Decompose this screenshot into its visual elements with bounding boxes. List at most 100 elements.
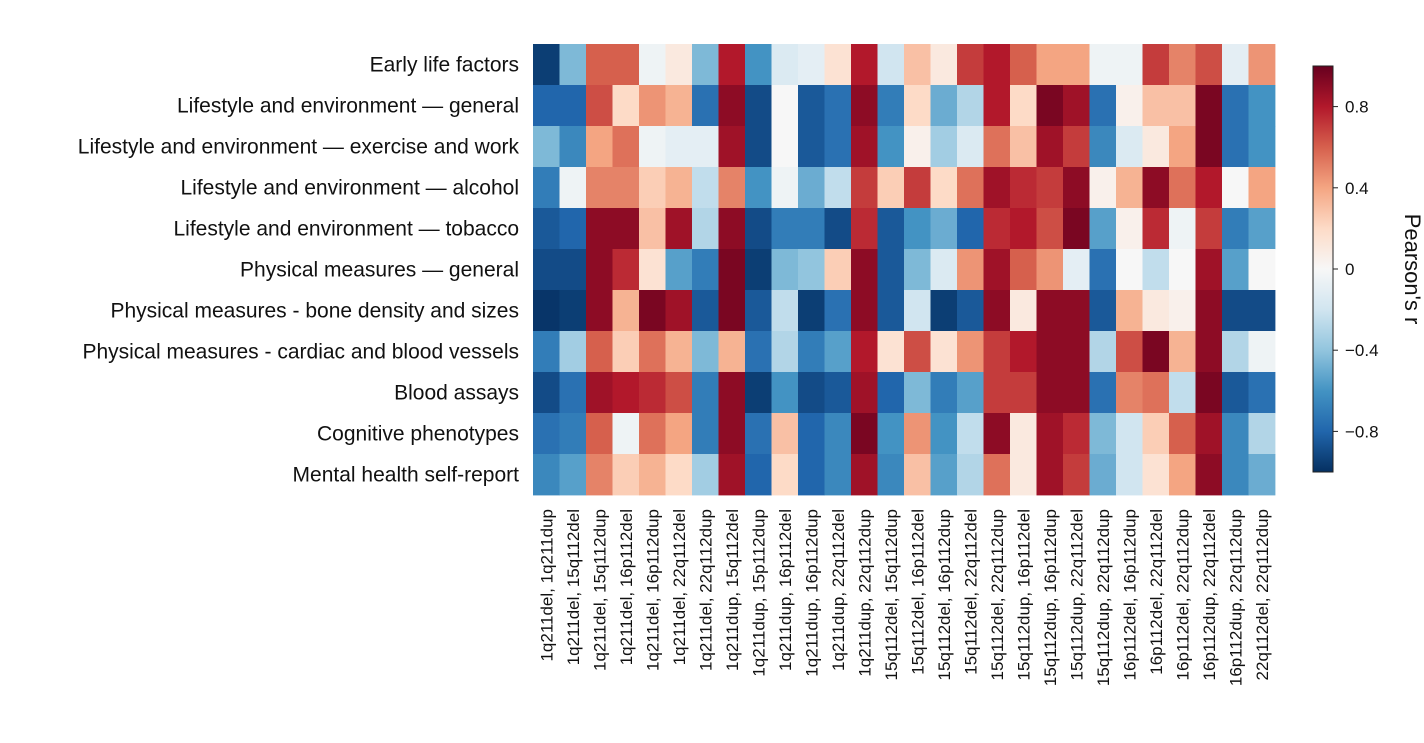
- heatmap-cell: [824, 454, 852, 496]
- heatmap-cell: [904, 331, 931, 373]
- heatmap-cell: [692, 249, 719, 291]
- heatmap-cell: [745, 372, 772, 414]
- heatmap-cell: [877, 126, 905, 168]
- heatmap-cell: [1036, 208, 1064, 250]
- heatmap-cell: [824, 126, 852, 168]
- heatmap-cell: [798, 372, 825, 414]
- heatmap-cell: [798, 454, 825, 496]
- heatmap-cell: [586, 167, 613, 209]
- heatmap-cell: [1089, 85, 1117, 127]
- heatmap-cell: [877, 167, 905, 209]
- heatmap-cell: [559, 413, 587, 455]
- heatmap-cell: [1010, 331, 1037, 373]
- heatmap-cell: [771, 44, 799, 86]
- heatmap-cell: [771, 126, 799, 168]
- heatmap-cell: [771, 85, 799, 127]
- heatmap-cell: [904, 167, 931, 209]
- heatmap-cell: [983, 413, 1011, 455]
- heatmap-cell: [586, 290, 613, 332]
- heatmap-cell: [771, 331, 799, 373]
- column-label: 15q112del, 16p112del: [908, 509, 927, 675]
- heatmap-cell: [983, 126, 1011, 168]
- heatmap-cell: [1036, 413, 1064, 455]
- row-label: Early life factors: [370, 54, 519, 77]
- heatmap-cell: [1248, 167, 1276, 209]
- heatmap-cell: [1010, 44, 1037, 86]
- heatmap-cell: [851, 331, 878, 373]
- heatmap-cell: [851, 290, 878, 332]
- heatmap-cell: [877, 331, 905, 373]
- row-label: Mental health self-report: [293, 464, 520, 487]
- column-label: 15q112dup, 22q112del: [1067, 509, 1086, 680]
- heatmap-cell: [1036, 85, 1064, 127]
- heatmap-cell: [665, 167, 693, 209]
- heatmap-cell: [745, 85, 772, 127]
- heatmap-cell: [533, 290, 560, 332]
- column-label: 15q112del, 22q112dup: [988, 509, 1007, 680]
- heatmap-cell: [745, 126, 772, 168]
- column-label: 1q211del, 15q112dup: [590, 509, 609, 671]
- heatmap-cell: [665, 454, 693, 496]
- heatmap-cell: [718, 167, 746, 209]
- heatmap-cell: [904, 126, 931, 168]
- column-label: 16p112del, 16p112dup: [1120, 509, 1139, 680]
- heatmap-cell: [1169, 331, 1196, 373]
- heatmap-cell: [1010, 372, 1037, 414]
- heatmap-cell: [983, 454, 1011, 496]
- heatmap-cell: [1222, 85, 1249, 127]
- heatmap-cell: [771, 290, 799, 332]
- heatmap-cell: [1169, 372, 1196, 414]
- heatmap-cell: [983, 331, 1011, 373]
- heatmap-cell: [1222, 454, 1249, 496]
- heatmap-cell: [665, 126, 693, 168]
- heatmap-cell: [692, 85, 719, 127]
- heatmap-cell: [586, 126, 613, 168]
- heatmap-cell: [1169, 249, 1196, 291]
- heatmap-cell: [533, 454, 560, 496]
- column-label: 1q211del, 16p112dup: [643, 509, 662, 671]
- heatmap-cell: [798, 331, 825, 373]
- heatmap-cell: [612, 85, 640, 127]
- heatmap-cell: [1010, 126, 1037, 168]
- heatmap-cell: [930, 85, 958, 127]
- heatmap-cell: [612, 208, 640, 250]
- heatmap-cell: [824, 413, 852, 455]
- heatmap-cell: [533, 208, 560, 250]
- heatmap-cell: [1142, 331, 1170, 373]
- heatmap-cell: [983, 167, 1011, 209]
- heatmap-cell: [1248, 454, 1276, 496]
- heatmap-cell: [1195, 331, 1223, 373]
- heatmap-cell: [1248, 126, 1276, 168]
- heatmap-cell: [1142, 126, 1170, 168]
- heatmap-cell: [1222, 126, 1249, 168]
- heatmap-cell: [1222, 413, 1249, 455]
- heatmap-cell: [1116, 44, 1143, 86]
- heatmap-cell: [877, 372, 905, 414]
- heatmap-cell: [639, 331, 666, 373]
- heatmap-cell: [1089, 208, 1117, 250]
- column-label: 16p112dup, 22q112dup: [1226, 509, 1245, 686]
- column-label: 1q211del, 1q211dup: [537, 509, 556, 662]
- heatmap-cell: [851, 44, 878, 86]
- heatmap-cell: [1010, 167, 1037, 209]
- heatmap-cell: [692, 126, 719, 168]
- heatmap-cell: [718, 85, 746, 127]
- heatmap-cell: [1222, 167, 1249, 209]
- heatmap-cell: [1089, 290, 1117, 332]
- heatmap-cell: [1089, 44, 1117, 86]
- column-label: 1q211dup, 15p112dup: [749, 509, 768, 677]
- heatmap-cell: [718, 208, 746, 250]
- heatmap-cell: [1222, 331, 1249, 373]
- heatmap-cell: [586, 331, 613, 373]
- column-label: 15q112del, 16p112dup: [935, 509, 954, 680]
- column-label: 16p112del, 22q112del: [1147, 509, 1166, 675]
- heatmap-cell: [665, 413, 693, 455]
- heatmap-cell: [824, 208, 852, 250]
- heatmap-cell: [639, 44, 666, 86]
- heatmap-cell: [1036, 167, 1064, 209]
- heatmap-cell: [1116, 331, 1143, 373]
- column-label: 1q211dup, 16p112dup: [802, 509, 821, 677]
- heatmap-cell: [1248, 85, 1276, 127]
- column-label: 1q211dup, 15q112del: [723, 509, 742, 671]
